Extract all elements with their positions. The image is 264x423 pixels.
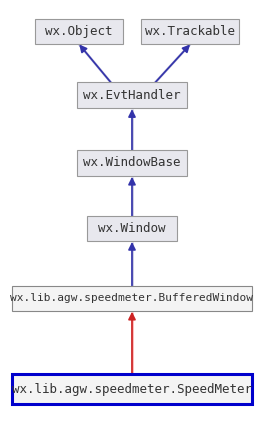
Text: wx.Window: wx.Window [98, 222, 166, 235]
FancyBboxPatch shape [12, 286, 252, 311]
FancyBboxPatch shape [35, 19, 124, 44]
Text: wx.Object: wx.Object [45, 25, 113, 38]
Text: wx.lib.agw.speedmeter.SpeedMeter: wx.lib.agw.speedmeter.SpeedMeter [12, 383, 252, 396]
FancyBboxPatch shape [77, 82, 187, 108]
FancyBboxPatch shape [141, 19, 239, 44]
FancyBboxPatch shape [12, 374, 252, 404]
FancyBboxPatch shape [77, 150, 187, 176]
Text: wx.lib.agw.speedmeter.BufferedWindow: wx.lib.agw.speedmeter.BufferedWindow [11, 293, 253, 303]
Text: wx.EvtHandler: wx.EvtHandler [83, 89, 181, 102]
Text: wx.WindowBase: wx.WindowBase [83, 157, 181, 169]
Text: wx.Trackable: wx.Trackable [145, 25, 235, 38]
FancyBboxPatch shape [87, 216, 177, 241]
